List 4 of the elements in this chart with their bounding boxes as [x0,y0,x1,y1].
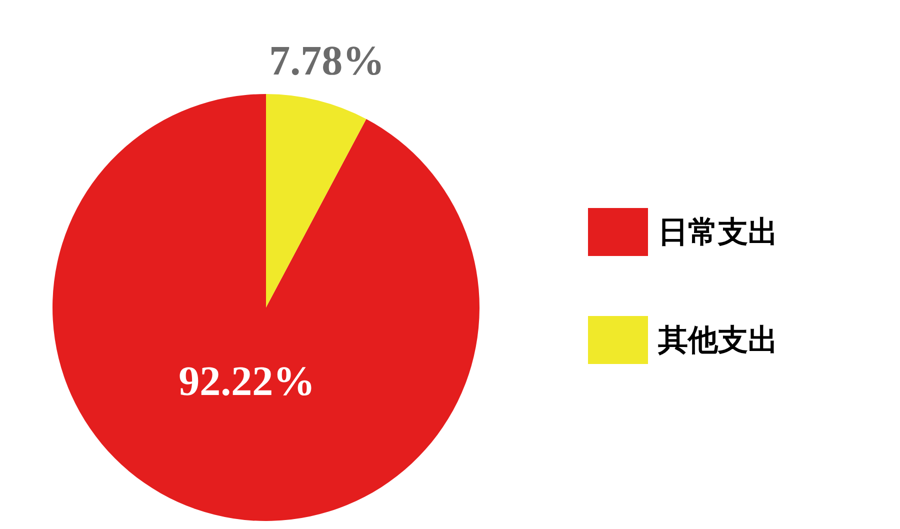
data-label: 7.78% [269,38,385,84]
data-label: 92.22% [178,358,316,405]
legend-label: 日常支出 [658,214,778,252]
legend-label: 其他支出 [658,322,778,360]
